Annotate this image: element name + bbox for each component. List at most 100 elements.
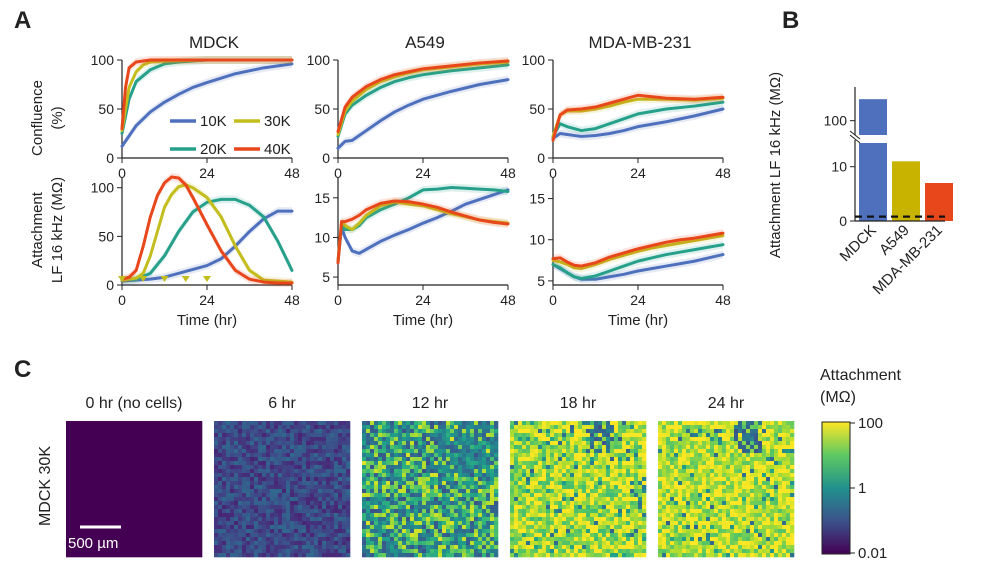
heatmap-cell <box>214 537 219 542</box>
heatmap-cell <box>150 437 155 442</box>
heatmap-cell <box>746 425 751 430</box>
heatmap-cell <box>154 513 159 518</box>
heatmap-cell <box>186 541 191 546</box>
heatmap-cell <box>222 521 227 526</box>
heatmap-cell <box>170 553 175 558</box>
heatmap-cell <box>598 529 603 534</box>
heatmap-cell <box>442 469 447 474</box>
heatmap-cell <box>598 493 603 498</box>
series-band-40k <box>338 56 508 136</box>
heatmap-cell <box>194 509 199 514</box>
heatmap-cell <box>470 493 475 498</box>
heatmap-cell <box>226 549 231 554</box>
heatmap-cell <box>446 449 451 454</box>
heatmap-cell <box>362 449 367 454</box>
heatmap-cell <box>582 509 587 514</box>
heatmap-cell <box>154 437 159 442</box>
heatmap-cell <box>570 457 575 462</box>
heatmap-cell <box>346 461 351 466</box>
heatmap-cell <box>458 433 463 438</box>
heatmap-cell <box>298 533 303 538</box>
heatmap-cell <box>526 457 531 462</box>
heatmap-cell <box>394 513 399 518</box>
heatmap-cell <box>230 553 235 558</box>
heatmap-cell <box>238 425 243 430</box>
heatmap-cell <box>622 441 627 446</box>
heatmap-cell <box>442 437 447 442</box>
heatmap-cell <box>466 473 471 478</box>
heatmap-cell <box>478 429 483 434</box>
heatmap-cell <box>198 445 203 450</box>
heatmap-cell <box>346 501 351 506</box>
heatmap-cell <box>110 509 115 514</box>
heatmap-cell <box>570 493 575 498</box>
heatmap-cell <box>298 513 303 518</box>
heatmap-cell <box>174 445 179 450</box>
heatmap-cell <box>406 501 411 506</box>
heatmap-cell <box>526 489 531 494</box>
heatmap-cell <box>94 529 99 534</box>
heatmap-cell <box>454 525 459 530</box>
heatmap-cell <box>518 485 523 490</box>
heatmap-cell <box>730 425 735 430</box>
heatmap-cell <box>486 437 491 442</box>
heatmap-cell <box>774 437 779 442</box>
bar-mdck-upper <box>859 99 887 135</box>
heatmap-cell <box>526 441 531 446</box>
heatmap-cell <box>282 429 287 434</box>
heatmap-cell <box>398 497 403 502</box>
heatmap-cell <box>326 513 331 518</box>
heatmap-cell <box>222 537 227 542</box>
heatmap-cell <box>238 541 243 546</box>
heatmap-cell <box>566 437 571 442</box>
heatmap-cell <box>462 533 467 538</box>
heatmap-cell <box>570 485 575 490</box>
heatmap-cell <box>282 525 287 530</box>
heatmap-cell <box>346 473 351 478</box>
heatmap-cell <box>426 477 431 482</box>
heatmap-cell <box>114 521 119 526</box>
heatmap-cell <box>446 421 451 426</box>
heatmap-cell <box>290 425 295 430</box>
heatmap-cell <box>314 485 319 490</box>
heatmap-cell <box>570 541 575 546</box>
x-tick-label: 0 <box>334 292 342 308</box>
heatmap-cell <box>778 425 783 430</box>
heatmap-cell <box>626 493 631 498</box>
heatmap-cell <box>594 469 599 474</box>
heatmap-cell <box>474 457 479 462</box>
heatmap-cell <box>222 465 227 470</box>
heatmap-cell <box>726 421 731 426</box>
heatmap-cell <box>234 505 239 510</box>
heatmap-cell <box>326 541 331 546</box>
heatmap-cell <box>234 501 239 506</box>
heatmap-cell <box>366 445 371 450</box>
heatmap-cell <box>102 501 107 506</box>
heatmap-cell <box>402 521 407 526</box>
heatmap-2 <box>362 421 499 558</box>
heatmap-cell <box>406 481 411 486</box>
heatmap-cell <box>142 441 147 446</box>
heatmap-cell <box>286 421 291 426</box>
heatmap-cell <box>602 457 607 462</box>
heatmap-cell <box>282 513 287 518</box>
series-line-40k <box>336 199 510 265</box>
heatmap-cell <box>186 445 191 450</box>
heatmap-cell <box>370 501 375 506</box>
heatmap-cell <box>178 537 183 542</box>
heatmap-cell <box>154 425 159 430</box>
heatmap-cell <box>82 477 87 482</box>
heatmap-cell <box>154 529 159 534</box>
heatmap-cell <box>430 509 435 514</box>
heatmap-cell <box>462 481 467 486</box>
heatmap-cell <box>414 493 419 498</box>
heatmap-cell <box>318 489 323 494</box>
heatmap-cell <box>182 533 187 538</box>
heatmap-cell <box>638 505 643 510</box>
heatmap-cell <box>514 525 519 530</box>
heatmap-cell <box>174 505 179 510</box>
heatmap-cell <box>270 421 275 426</box>
heatmap-cell <box>98 481 103 486</box>
heatmap-cell <box>222 469 227 474</box>
heatmap-cell <box>142 501 147 506</box>
